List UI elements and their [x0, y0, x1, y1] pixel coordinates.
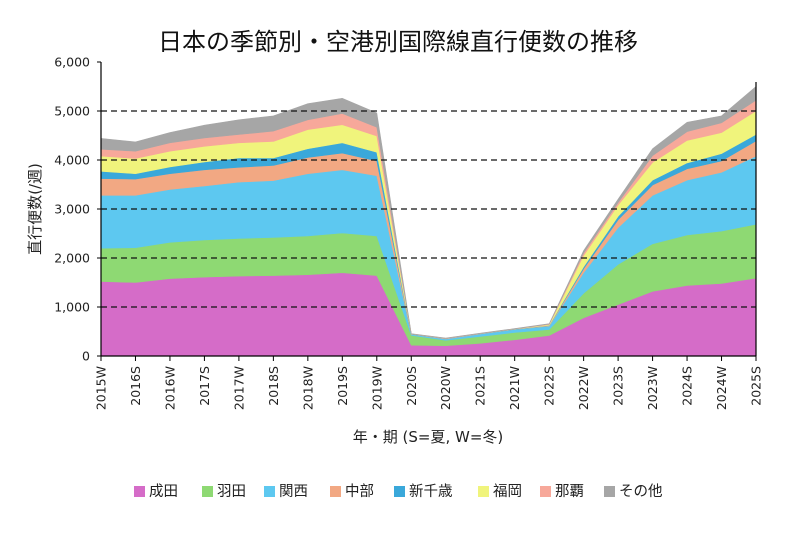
legend-label: 関西: [279, 484, 308, 500]
x-tick-label: 2022S: [542, 366, 557, 406]
x-tick-label: 2017W: [231, 366, 246, 410]
gridlines: [101, 110, 756, 308]
legend-item[interactable]: 成田: [134, 483, 178, 500]
x-tick-label: 2021S: [473, 366, 488, 406]
legend-swatch: [202, 486, 213, 497]
x-tick-label: 2025S: [749, 366, 764, 406]
x-tick-label: 2021W: [507, 366, 522, 410]
y-tick-label: 0: [82, 349, 90, 364]
legend-label: 成田: [149, 483, 178, 500]
legend-item[interactable]: 福岡: [478, 483, 522, 500]
x-tick-labels: 2015W 2016S 2016W 2017S 2017W 2018S 2018W 2019S…: [94, 366, 764, 410]
x-tick-label: 2017S: [197, 366, 212, 406]
legend-label: 新千歳: [409, 483, 453, 500]
x-tick-label: 2024S: [680, 366, 695, 406]
chart-title: 日本の季節別・空港別国際線直行便数の推移: [158, 28, 638, 56]
legend-label: 福岡: [493, 483, 522, 500]
x-tick-label: 2019W: [369, 366, 384, 410]
legend-swatch: [330, 486, 341, 497]
x-tick-label: 2016S: [128, 366, 143, 406]
legend-label: 羽田: [217, 484, 246, 500]
y-tick-label: 4,000: [54, 153, 90, 168]
y-tick-label: 2,000: [54, 251, 90, 266]
area-series-layer: [100, 85, 757, 357]
legend-item[interactable]: その他: [604, 483, 663, 500]
x-tick-label: 2020W: [438, 366, 453, 410]
legend-item[interactable]: 羽田: [202, 484, 246, 500]
x-tick-label: 2019S: [335, 366, 350, 406]
legend-label: 那覇: [555, 483, 584, 500]
legend-item[interactable]: 関西: [264, 484, 308, 500]
x-tick-label: 2018S: [266, 366, 281, 406]
legend-swatch: [604, 486, 615, 497]
axes: [97, 61, 757, 361]
x-axis-label: 年・期 (S=夏, W=冬): [353, 428, 504, 446]
legend-swatch: [478, 486, 489, 497]
legend-swatch: [540, 486, 551, 497]
legend-item[interactable]: 中部: [330, 483, 374, 500]
legend-swatch: [394, 486, 405, 497]
legend-item[interactable]: 新千歳: [394, 483, 453, 500]
x-tick-label: 2023W: [645, 366, 660, 410]
legend-label: 中部: [345, 483, 374, 500]
legend-label: その他: [619, 483, 663, 500]
legend-swatch: [264, 486, 275, 497]
y-tick-label: 6,000: [54, 55, 90, 70]
x-tick-label: 2015W: [94, 366, 109, 410]
x-tick-label: 2024W: [714, 366, 729, 410]
x-tick-label: 2018W: [300, 366, 315, 410]
y-tick-labels: 0 1,000 2,000 3,000 4,000 5,000 6,000: [54, 55, 90, 364]
y-tick-label: 5,000: [54, 104, 90, 119]
y-tick-label: 1,000: [54, 300, 90, 315]
legend-swatch: [134, 486, 145, 497]
legend: 成田 羽田 関西 中部 新千歳 福岡 那覇 その他: [134, 483, 663, 500]
x-tick-label: 2022W: [576, 366, 591, 410]
legend-item[interactable]: 那覇: [540, 483, 584, 500]
y-axis-label: 直行便数(/週): [26, 163, 44, 255]
x-tick-label: 2020S: [404, 366, 419, 406]
x-tick-label: 2023S: [611, 366, 626, 406]
x-tick-label: 2016W: [162, 366, 177, 410]
y-tick-label: 3,000: [54, 202, 90, 217]
